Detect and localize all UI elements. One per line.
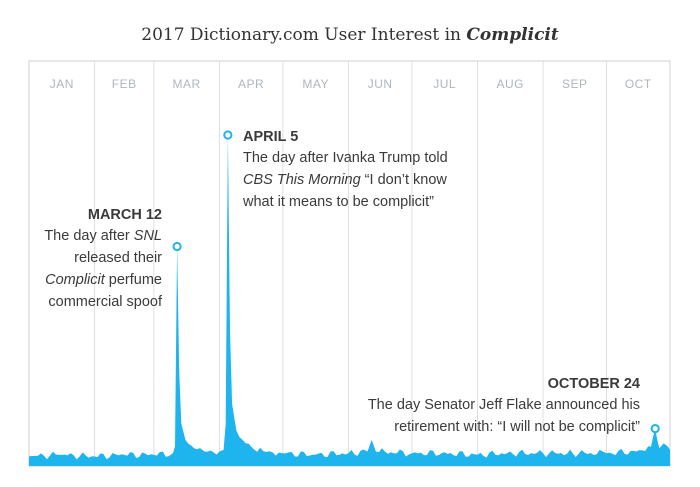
annotation-line: The day after Ivanka Trump told xyxy=(243,150,448,166)
month-labels: JAN FEB MAR APR MAY JUN JUL AUG SEP OCT xyxy=(50,77,652,91)
chart-title: 2017 Dictionary.com User Interest in Com… xyxy=(141,25,559,45)
chart-title-word: Complicit xyxy=(466,25,558,45)
annotation-text: “I don’t know xyxy=(361,172,448,188)
annotation-line: what it means to be complicit” xyxy=(242,194,434,210)
month-label: JUN xyxy=(368,77,393,91)
annotation-text: released their xyxy=(74,250,162,266)
month-label: FEB xyxy=(112,77,137,91)
annotation-text: perfume xyxy=(105,272,162,288)
chart-title-prefix: 2017 Dictionary.com User Interest in xyxy=(141,25,466,45)
annotation-line: retirement with: “I will not be complici… xyxy=(394,419,640,435)
month-label: MAY xyxy=(302,77,329,91)
month-label: AUG xyxy=(497,77,525,91)
month-label: APR xyxy=(238,77,264,91)
annotation-text: what it means to be complicit” xyxy=(242,194,434,210)
annotation-line: The day Senator Jeff Flake announced his xyxy=(368,397,640,413)
annotation-italic-text: Complicit xyxy=(45,272,106,288)
annotation-text: The day after xyxy=(44,228,133,244)
annotation-text: retirement with: “I will not be complici… xyxy=(394,419,640,435)
annotation-line: CBS This Morning “I don’t know xyxy=(243,172,447,188)
annotation-line: The day after SNL xyxy=(44,228,162,244)
annotation-italic-text: CBS This Morning xyxy=(243,172,361,188)
peak-marker xyxy=(650,423,660,434)
month-label: JAN xyxy=(50,77,74,91)
annotation-text: The day Senator Jeff Flake announced his xyxy=(368,397,640,413)
annotations: MARCH 12 The day after SNL released their C… xyxy=(44,129,640,435)
month-label: OCT xyxy=(625,77,652,91)
month-label: MAR xyxy=(173,77,201,91)
annotation-text: The day after Ivanka Trump told xyxy=(243,150,448,166)
annotation-italic-text: SNL xyxy=(134,228,162,244)
peak-marker xyxy=(223,130,233,140)
annotation-line: released their xyxy=(74,250,162,266)
annotation-heading: MARCH 12 xyxy=(88,207,162,223)
annotation-line: commercial spoof xyxy=(48,294,163,310)
month-gridlines xyxy=(94,61,608,466)
peak-marker xyxy=(172,241,182,252)
annotation-heading: OCTOBER 24 xyxy=(548,376,640,392)
annotation-heading: APRIL 5 xyxy=(243,129,298,145)
peak-markers xyxy=(172,130,660,434)
month-label: SEP xyxy=(562,77,588,91)
annotation-line: Complicit perfume xyxy=(45,272,162,288)
month-label: JUL xyxy=(433,77,456,91)
annotation-text: commercial spoof xyxy=(48,294,163,310)
